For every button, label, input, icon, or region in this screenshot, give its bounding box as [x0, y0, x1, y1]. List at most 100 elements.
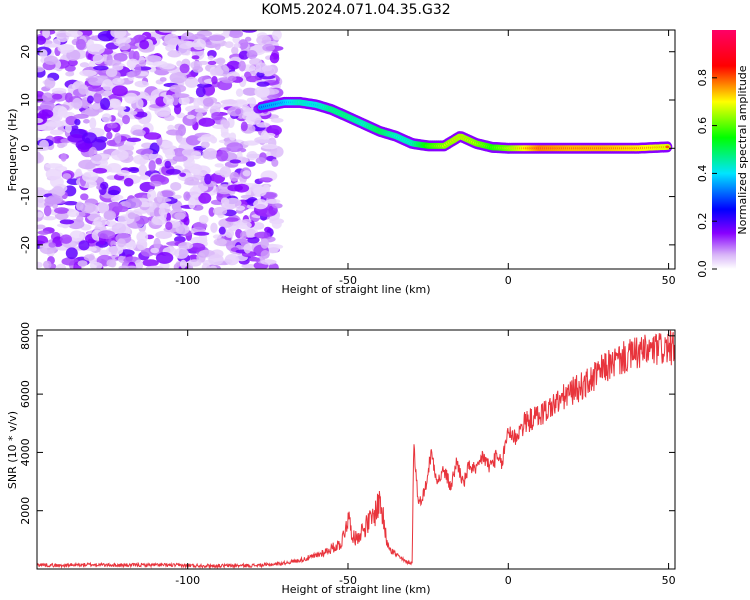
spectrogram-cell [169, 71, 187, 84]
spectrogram-cell [261, 143, 278, 150]
spectrogram-cell [165, 44, 175, 52]
spectrogram-cell [260, 238, 269, 249]
spectrogram-cell [105, 67, 118, 78]
spectrogram-cell [219, 166, 232, 178]
spectrogram-cell [163, 94, 174, 105]
snr-y-tick-label: 8000 [19, 322, 32, 350]
spectrogram-cell [256, 34, 272, 46]
spectrogram-cell [235, 88, 244, 97]
spectrogram-cell [139, 39, 150, 50]
spectrogram-cell [192, 38, 207, 50]
spectrogram-cell [241, 30, 258, 33]
spectrogram-cell [73, 113, 89, 119]
spectrogram-cell [260, 259, 277, 265]
spectrogram-cell [116, 238, 126, 248]
spectrogram-x-label: Height of straight line (km) [281, 283, 430, 296]
spectrogram-cell [228, 30, 244, 39]
spectrogram-cell [191, 168, 201, 176]
spectrogram-cell [111, 222, 127, 234]
spectrogram-cell [81, 132, 98, 144]
snr-y-tick-label: 2000 [19, 497, 32, 525]
spectrogram-cell [246, 50, 258, 60]
spectrogram-cell [44, 122, 61, 127]
spectrogram-cell [77, 260, 88, 267]
spectrogram-cell [165, 168, 181, 175]
spectrogram-cell [174, 86, 181, 98]
spectrogram-cell [43, 55, 59, 66]
spectrogram-y-tick-label: -20 [19, 236, 32, 254]
spectrogram-cell [208, 254, 224, 266]
spectrogram-cell [42, 215, 57, 221]
spectrogram-cell [135, 148, 154, 155]
spectrogram-cell [37, 224, 46, 230]
spectrogram-cell [106, 245, 124, 256]
spectrogram-cell [254, 231, 271, 239]
spectrogram-cell [227, 184, 243, 192]
spectrogram-cell [124, 92, 139, 104]
spectrogram-cell [184, 76, 199, 88]
spectrogram-cell [164, 148, 176, 160]
spectrogram-cell [87, 85, 104, 92]
spectrogram-cell [201, 263, 210, 269]
spectrogram-cell [247, 236, 260, 244]
spectrogram-cell [177, 241, 194, 250]
spectrogram-cell [43, 260, 52, 269]
spectrogram-cell [69, 230, 84, 242]
spectrogram-cell [160, 140, 173, 149]
spectrogram-cell [85, 76, 98, 83]
colorbar-tick-label: 0.8 [696, 69, 709, 87]
spectrogram-cell [188, 259, 202, 267]
spectrogram-cell [197, 136, 215, 143]
spectrogram-cell [75, 168, 82, 178]
spectrogram-cell [243, 243, 252, 254]
spectrogram-cell [71, 97, 83, 110]
spectrogram-cell [159, 77, 167, 82]
spectrogram-cell [238, 39, 249, 50]
spectrogram-cell [189, 186, 202, 198]
spectrogram-cell [37, 66, 45, 73]
spectrogram-cell [185, 135, 201, 146]
spectrogram-cell [57, 43, 75, 53]
spectrogram-cell [134, 80, 149, 88]
colorbar-ticks: 0.0 0.2 0.4 0.6 0.8 [696, 69, 717, 278]
spectrogram-cell [246, 97, 256, 104]
spectrogram-cell [142, 153, 152, 160]
spectrogram-cell [65, 30, 83, 38]
spectrogram-cell [143, 132, 162, 140]
spectrogram-cell [99, 97, 111, 110]
spectrogram-cell [210, 222, 218, 234]
spectrogram-cell [242, 170, 251, 177]
spectrogram-cell [223, 30, 230, 37]
spectrogram-cell [153, 237, 161, 250]
spectrogram-cell [181, 148, 196, 157]
spectrogram-cell [241, 263, 256, 269]
spectrogram-cell [126, 137, 142, 143]
spectrogram-cell [51, 186, 65, 198]
spectrogram-cell [179, 63, 190, 74]
spectrogram-cell [267, 94, 280, 100]
spectrogram-cell [260, 130, 269, 140]
spectrogram-cell [97, 201, 110, 214]
spectrogram-cell [256, 122, 271, 128]
spectrogram-cell [196, 112, 204, 119]
spectrogram-cell [91, 103, 101, 110]
spectrogram-cell [104, 59, 122, 66]
spectrogram-cell [115, 37, 132, 45]
spectrogram-cell [270, 117, 284, 123]
spectrogram-cell [224, 229, 235, 238]
colorbar: 0.0 0.2 0.4 0.6 0.8 Normalized spectral ampl… [696, 30, 749, 278]
spectrogram-cell [171, 95, 179, 106]
spectrogram-cell [166, 129, 182, 136]
spectrogram-x-tick-label: 50 [662, 274, 676, 287]
spectrogram-cell [170, 182, 182, 191]
spectrogram-cell [56, 263, 67, 269]
spectrogram-cell [155, 157, 162, 165]
spectrogram-cell [164, 160, 172, 169]
spectrogram-cell [37, 261, 43, 269]
spectrogram-cell [88, 246, 97, 252]
figure-title: KOM5.2024.071.04.35.G32 [261, 2, 450, 18]
spectrogram-cell [90, 153, 108, 165]
spectrogram-cell [136, 231, 149, 243]
spectrogram-cell [38, 109, 54, 119]
spectrogram-cell [37, 230, 50, 235]
